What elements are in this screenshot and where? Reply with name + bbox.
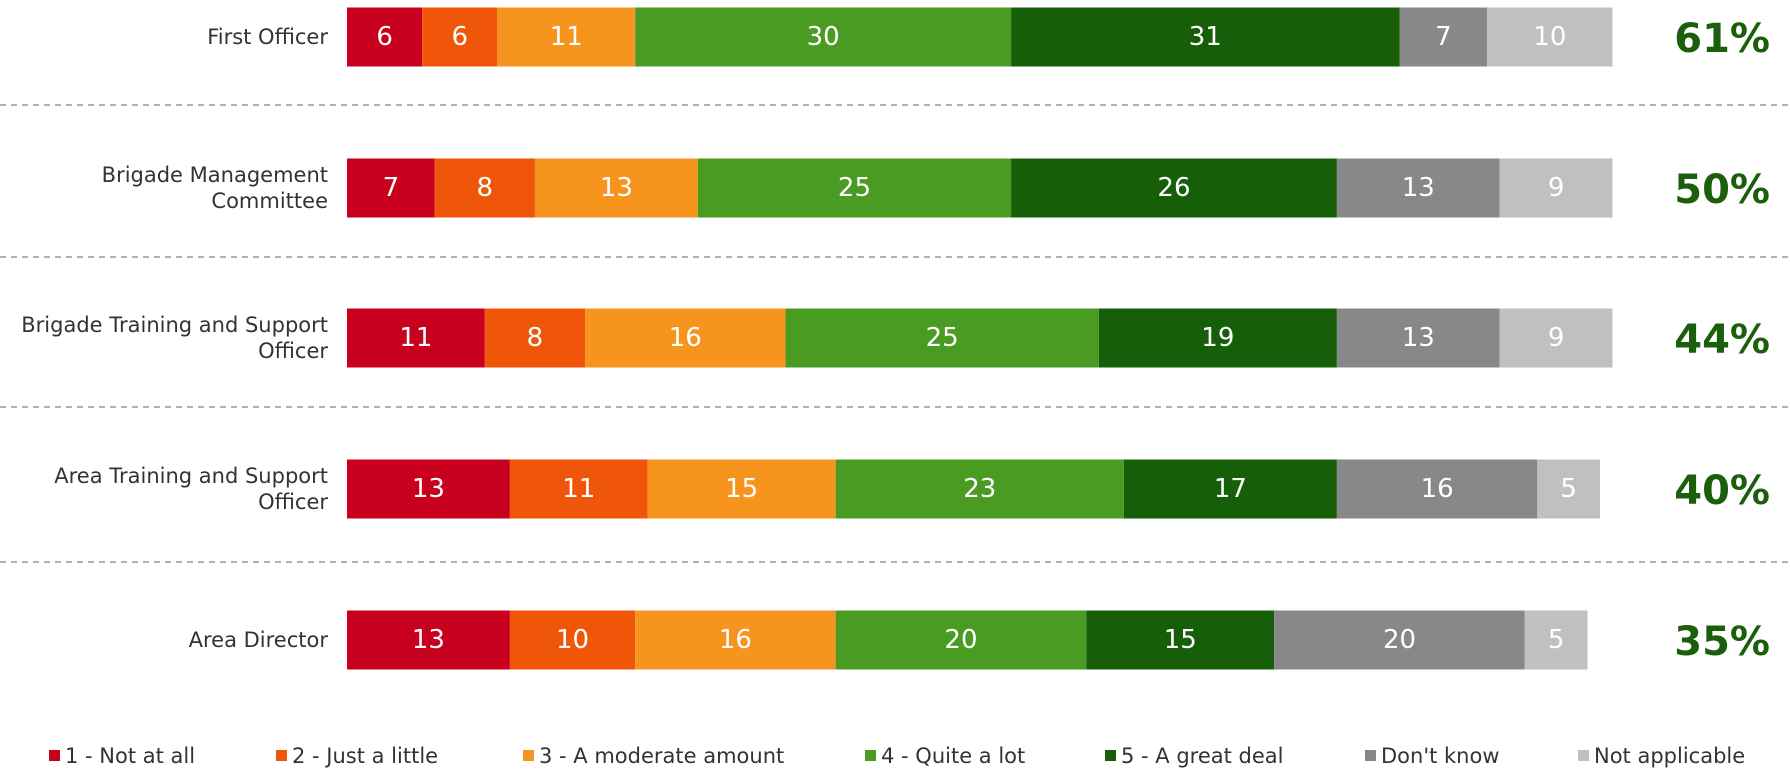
legend-swatch	[49, 750, 60, 761]
category-label: Area Training and Support Officer	[54, 464, 328, 514]
bar-segment	[347, 7, 423, 67]
bar-segment	[1098, 308, 1337, 368]
segment-label: 15	[725, 474, 758, 504]
bar-segment	[1499, 158, 1613, 218]
bar-segment	[347, 308, 485, 368]
net-label: 50%	[1674, 167, 1770, 213]
legend-swatch	[865, 750, 876, 761]
bar-segment	[1336, 459, 1538, 519]
category-label: Brigade Management Committee	[101, 163, 328, 213]
bar-segment	[1487, 7, 1613, 67]
bar-segment	[1499, 308, 1613, 368]
segment-label: 17	[1214, 474, 1247, 504]
segment-label: 26	[1157, 173, 1190, 203]
legend-label: 5 - A great deal	[1121, 744, 1283, 768]
legend-swatch	[523, 750, 534, 761]
segment-label: 30	[807, 22, 840, 52]
segment-label: 13	[1402, 323, 1435, 353]
legend-swatch	[1578, 750, 1589, 761]
bar-segment	[785, 308, 1099, 368]
segment-label: 16	[719, 625, 752, 655]
segment-label: 8	[477, 173, 494, 203]
segment-label: 23	[963, 474, 996, 504]
segment-label: 5	[1560, 474, 1577, 504]
segment-label: 10	[556, 625, 589, 655]
legend-label: Don't know	[1381, 744, 1500, 768]
bar-segment	[1336, 308, 1500, 368]
bar-segment	[497, 7, 636, 67]
bar-segment	[1537, 459, 1600, 519]
segment-label: 31	[1189, 22, 1222, 52]
legend-label: Not applicable	[1594, 744, 1745, 768]
bar-segment	[422, 7, 498, 67]
segment-label: 6	[451, 22, 468, 52]
segment-label: 11	[550, 22, 583, 52]
bar-segment	[835, 610, 1087, 670]
legend-label: 4 - Quite a lot	[881, 744, 1025, 768]
segment-label: 10	[1533, 22, 1566, 52]
bar-segment	[835, 459, 1124, 519]
bar-segment	[434, 158, 535, 218]
bar-segment	[1274, 610, 1525, 670]
separators	[0, 104, 1790, 563]
segment-label: 20	[1383, 625, 1416, 655]
segment-label: 5	[1548, 625, 1565, 655]
legend-swatch	[276, 750, 287, 761]
category-label: Brigade Training and Support Officer	[21, 313, 328, 363]
segment-label: 9	[1548, 173, 1565, 203]
segment-label: 15	[1164, 625, 1197, 655]
bar-segment	[1399, 7, 1488, 67]
segment-label: 6	[376, 22, 393, 52]
segment-label: 25	[838, 173, 871, 203]
segment-label: 16	[1421, 474, 1454, 504]
segment-label: 9	[1548, 323, 1565, 353]
net-label: 44%	[1674, 317, 1770, 363]
bar-segment	[697, 158, 1012, 218]
bar-segment	[534, 158, 698, 218]
bar-segment	[347, 610, 510, 670]
bar-segment	[585, 308, 786, 368]
segment-label: 25	[926, 323, 959, 353]
net-label: 61%	[1674, 16, 1770, 62]
legend-swatch	[1365, 750, 1376, 761]
bar-segment	[1086, 610, 1275, 670]
bar-segment	[509, 610, 636, 670]
legend-swatch	[1105, 750, 1116, 761]
bar-segment	[509, 459, 648, 519]
category-label: Area Director	[188, 628, 328, 652]
segment-label: 7	[1435, 22, 1452, 52]
net-label: 35%	[1674, 619, 1770, 665]
legend-label: 3 - A moderate amount	[539, 744, 784, 768]
bar-segment	[1336, 158, 1500, 218]
segment-label: 8	[527, 323, 544, 353]
bar-segment	[484, 308, 586, 368]
bar-segment	[347, 158, 435, 218]
segment-label: 13	[412, 474, 445, 504]
category-label: First Officer	[207, 25, 328, 49]
bar-segment	[1011, 7, 1400, 67]
bar-segment	[1524, 610, 1588, 670]
segment-label: 13	[412, 625, 445, 655]
net-label: 40%	[1674, 468, 1770, 514]
legend-label: 1 - Not at all	[65, 744, 195, 768]
segment-label: 19	[1201, 323, 1234, 353]
segment-label: 16	[669, 323, 702, 353]
segment-label: 13	[1402, 173, 1435, 203]
segment-label: 11	[562, 474, 595, 504]
legend-label: 2 - Just a little	[292, 744, 438, 768]
segment-label: 11	[399, 323, 432, 353]
bar-segment	[647, 459, 836, 519]
segment-label: 20	[944, 625, 977, 655]
bar-segment	[635, 7, 1012, 67]
bar-segment	[635, 610, 836, 670]
segment-label: 7	[383, 173, 400, 203]
bar-segment	[1123, 459, 1337, 519]
bar-segment	[1011, 158, 1337, 218]
segment-label: 13	[600, 173, 633, 203]
bar-segment	[347, 459, 510, 519]
